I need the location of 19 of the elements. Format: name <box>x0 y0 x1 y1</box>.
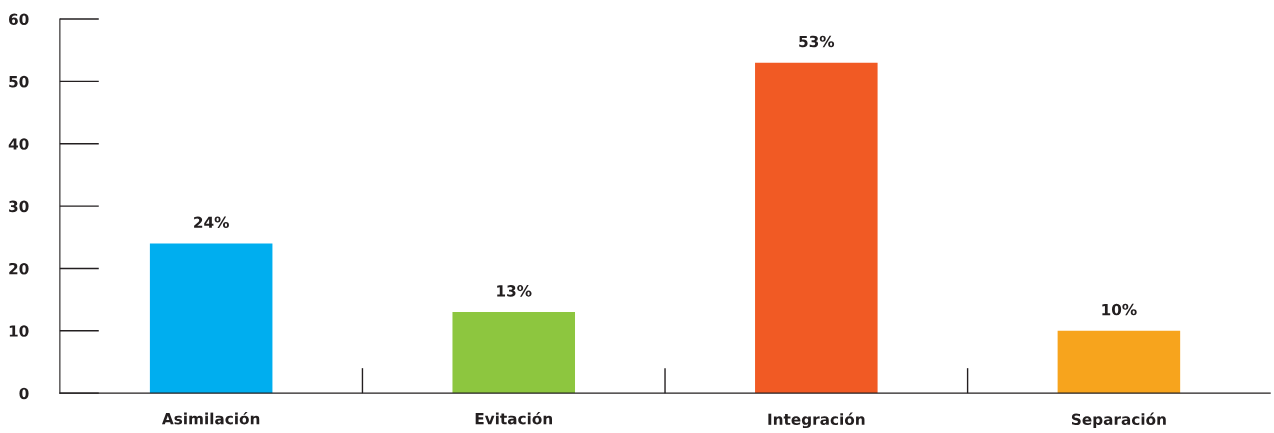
y-tick-label: 30 <box>9 200 29 213</box>
x-tick-label: Integración <box>768 412 865 429</box>
y-tick-label: 0 <box>19 387 29 400</box>
bar <box>755 62 878 394</box>
bar <box>149 243 273 394</box>
x-tick-label: Asimilación <box>161 412 260 425</box>
data-label: 10% <box>1102 303 1137 316</box>
y-tick-label: 60 <box>9 13 29 26</box>
data-label: 53% <box>799 35 835 48</box>
bar <box>1057 330 1181 394</box>
y-tick-label: 40 <box>8 138 29 150</box>
y-tick-label: 50 <box>9 75 29 88</box>
bar <box>452 312 576 394</box>
data-label: 24% <box>194 216 229 229</box>
y-tick-label: 10 <box>9 325 29 337</box>
x-tick-label: Evitación <box>475 412 552 425</box>
y-tick-label: 20 <box>9 262 29 275</box>
data-label: 13% <box>497 285 532 297</box>
x-tick-label: Separación <box>1071 412 1166 429</box>
